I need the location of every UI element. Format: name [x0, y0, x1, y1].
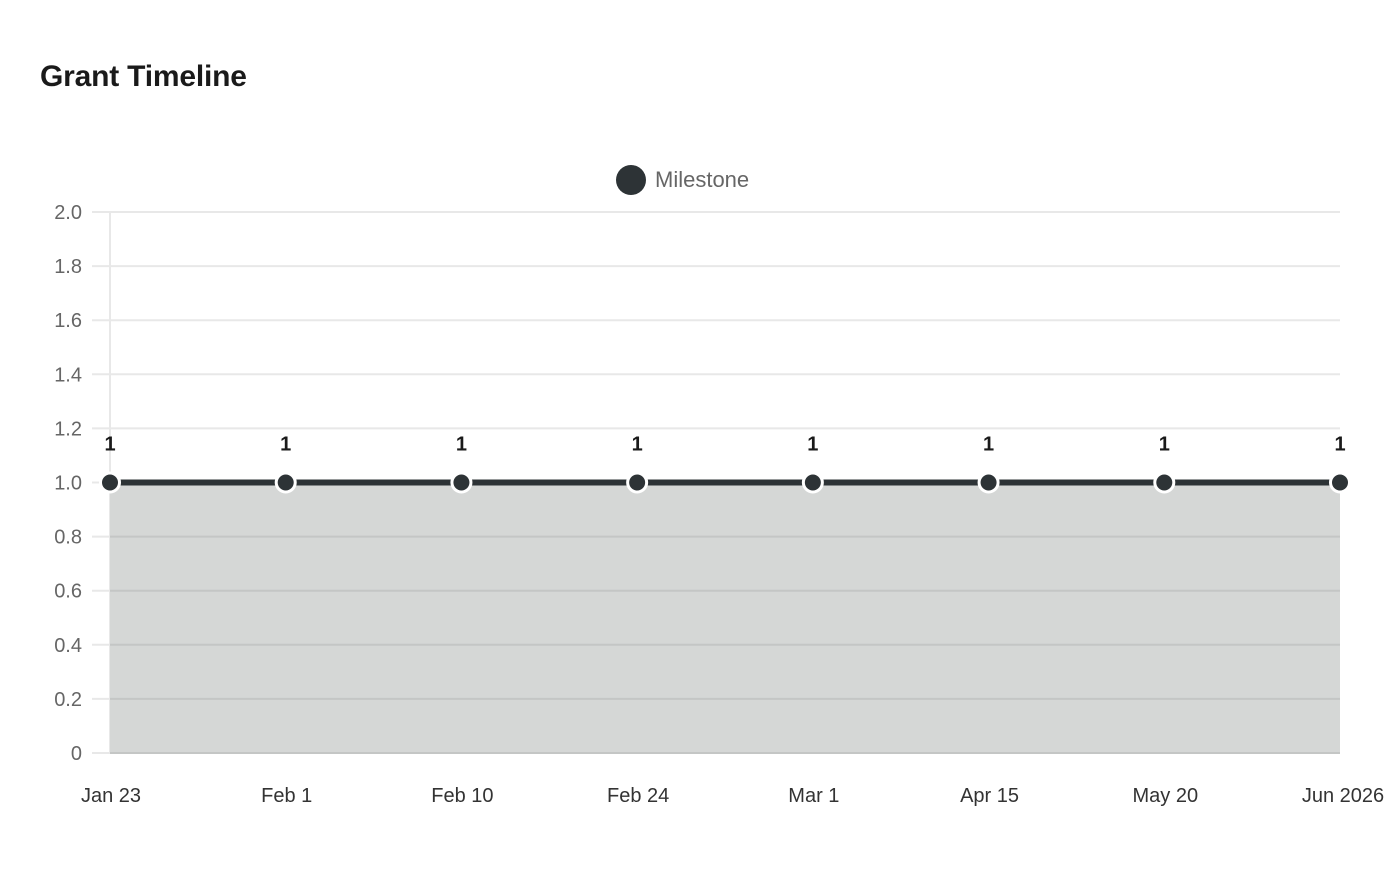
- data-label: 1: [807, 434, 818, 456]
- legend-item-milestone[interactable]: Milestone: [616, 165, 749, 195]
- y-tick-label: 0.8: [54, 527, 82, 549]
- data-label: 1: [104, 434, 115, 456]
- x-tick-label: Mar 1: [788, 785, 839, 807]
- data-points: [99, 471, 1351, 494]
- data-label: 1: [1334, 434, 1345, 456]
- y-tick-label: 1.8: [54, 256, 82, 278]
- y-tick-label: 1.0: [54, 473, 82, 495]
- x-tick-label: Jun 2026: [1302, 785, 1384, 807]
- data-point[interactable]: [626, 471, 649, 494]
- data-label: 1: [280, 434, 291, 456]
- y-tick-label: 0.4: [54, 635, 82, 657]
- x-axis: Jan 23 Feb 1 Feb 10 Feb 24 Mar 1 Apr 15 May 20…: [81, 785, 1384, 807]
- x-tick-label: Feb 24: [607, 785, 669, 807]
- y-tick-label: 0.6: [54, 581, 82, 603]
- x-tick-label: Feb 1: [261, 785, 312, 807]
- y-tick-label: 0.2: [54, 689, 82, 711]
- data-point[interactable]: [801, 471, 824, 494]
- x-tick-label: Jan 23: [81, 785, 141, 807]
- data-point[interactable]: [1329, 471, 1351, 494]
- y-tick-label: 0: [71, 743, 82, 765]
- x-tick-label: Feb 10: [431, 785, 493, 807]
- data-label: 1: [456, 434, 467, 456]
- y-tick-label: 1.6: [54, 310, 82, 332]
- data-point[interactable]: [977, 471, 1000, 494]
- data-point[interactable]: [450, 471, 473, 494]
- data-point[interactable]: [1153, 471, 1176, 494]
- data-label: 1: [632, 434, 643, 456]
- gridlines-over-fill: [110, 535, 1340, 754]
- chart-title: Grant Timeline: [40, 60, 247, 93]
- area-fill: [110, 482, 1340, 753]
- y-axis: 0 0.2 0.4 0.6 0.8 1.0 1.2 1.4 1.6 1.8 2.0: [54, 202, 82, 765]
- x-tick-label: Apr 15: [960, 785, 1019, 807]
- x-tick-label: May 20: [1132, 785, 1198, 807]
- data-labels: 1 1 1 1 1 1 1 1: [104, 434, 1345, 456]
- data-label: 1: [1159, 434, 1170, 456]
- legend-label: Milestone: [655, 167, 750, 192]
- y-tick-label: 1.2: [54, 418, 82, 440]
- data-label: 1: [983, 434, 994, 456]
- data-point[interactable]: [99, 471, 121, 494]
- y-tick-label: 1.4: [54, 364, 82, 386]
- data-point[interactable]: [274, 471, 297, 494]
- legend-marker-icon: [616, 165, 646, 195]
- y-tick-label: 2.0: [54, 202, 82, 224]
